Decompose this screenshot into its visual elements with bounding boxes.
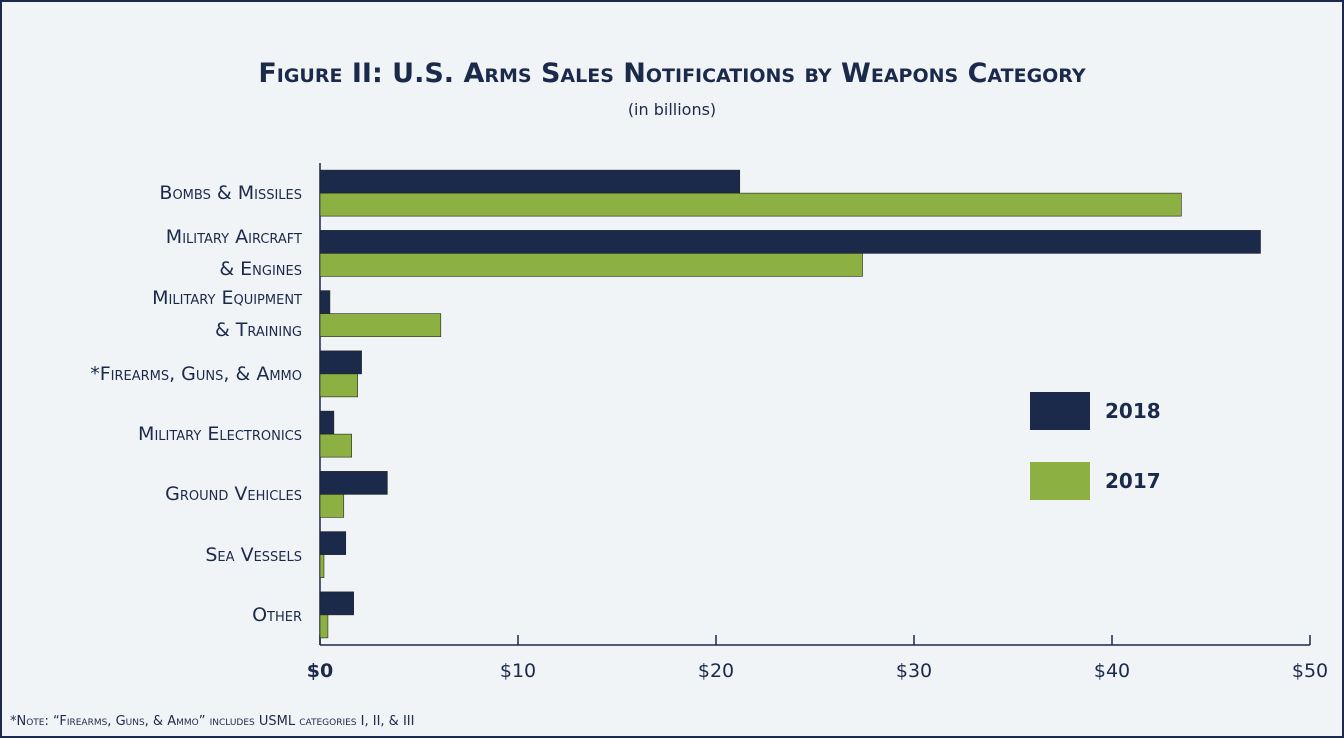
bar — [319, 410, 335, 435]
legend-label: 2017 — [1105, 469, 1161, 493]
x-tick-label: $20 — [698, 660, 734, 682]
bar — [319, 230, 1261, 254]
bar — [319, 494, 345, 518]
y-tick-label: Bombs & Missiles — [159, 182, 302, 205]
bar — [319, 253, 863, 277]
bar — [319, 313, 442, 337]
y-tick-label: Military Equipment & Training — [152, 286, 302, 341]
y-tick-label: Ground Vehicles — [165, 483, 302, 506]
y-tick-label: Other — [252, 603, 302, 626]
x-tick-label: $40 — [1094, 660, 1130, 682]
x-tick-label: $0 — [307, 660, 333, 682]
bar — [319, 433, 352, 458]
y-tick-label: Military Aircraft & Engines — [165, 226, 302, 281]
bar — [319, 350, 362, 375]
x-tick-label: $30 — [896, 660, 932, 682]
bar — [319, 471, 388, 495]
y-tick-label: Military Electronics — [138, 423, 302, 446]
legend-swatch — [1030, 392, 1090, 430]
chart-subtitle: (in billions) — [627, 100, 717, 119]
legend-swatch — [1030, 462, 1090, 500]
note: *Note: “Firearms, Guns, & Ammo” includes… — [10, 714, 415, 729]
chart-title: Figure II: U.S. Arms Sales Notifications… — [258, 58, 1086, 89]
bar — [319, 531, 347, 555]
legend-label: 2018 — [1105, 399, 1161, 423]
bar — [319, 554, 325, 578]
x-tick-label: $10 — [500, 660, 536, 682]
bar — [319, 169, 741, 194]
bar — [319, 290, 331, 314]
x-tick-label: $50 — [1292, 660, 1328, 682]
y-tick-label: Sea Vessels — [205, 543, 302, 566]
bar — [319, 373, 358, 398]
bar — [319, 591, 354, 616]
bar — [319, 192, 1182, 217]
bar — [319, 614, 329, 639]
y-tick-label: *Firearms, Guns, & Ammo — [90, 362, 302, 385]
